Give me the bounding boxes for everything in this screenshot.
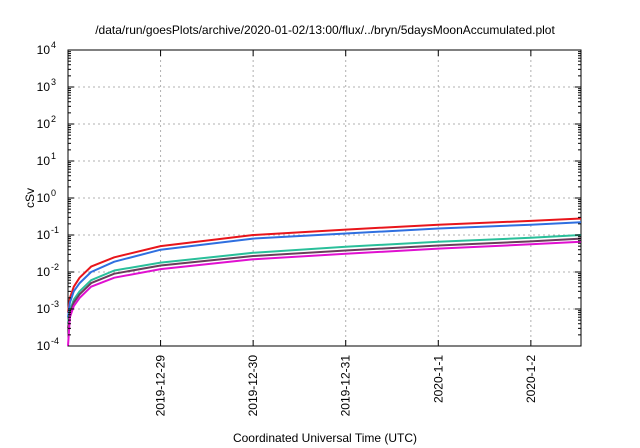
y-tick-label-base: 10 — [37, 117, 51, 131]
chart-title: /data/run/goesPlots/archive/2020-01-02/1… — [95, 23, 555, 37]
y-tick-label: 10 — [37, 265, 51, 279]
y-tick-label-exponent: 0 — [51, 188, 56, 198]
y-tick-label-base: 10 — [37, 191, 51, 205]
y-tick-label: 10 — [37, 339, 51, 353]
x-tick-label: 2019-12-30 — [246, 355, 260, 417]
grid — [68, 50, 581, 346]
y-tick-label-exponent: -3 — [51, 299, 59, 309]
y-tick-label-exponent: -4 — [51, 336, 59, 346]
y-tick-label-exponent: 4 — [51, 40, 56, 50]
y-tick-label-exponent: -1 — [51, 225, 59, 235]
x-tick-label: 2019-12-29 — [154, 355, 168, 417]
series-line-3 — [67, 234, 582, 324]
series-line-5 — [67, 240, 582, 347]
y-tick-label-base: 10 — [37, 80, 51, 94]
y-tick-label: 10 — [37, 154, 51, 168]
y-axis-label: cSv — [23, 188, 37, 208]
y-tick-label-base: 10 — [37, 265, 51, 279]
x-tick-label: 2019-12-31 — [339, 355, 353, 417]
series-line-1 — [67, 217, 582, 313]
y-tick-label-exponent: 2 — [51, 114, 56, 124]
y-tick-label: 10 — [37, 80, 51, 94]
y-tick-label: 10 — [37, 191, 51, 205]
y-tick-label: 10 — [37, 117, 51, 131]
y-tick-label-base: 10 — [37, 154, 51, 168]
y-tick-label-exponent: -2 — [51, 262, 59, 272]
x-axis-label: Coordinated Universal Time (UTC) — [233, 431, 417, 445]
x-tick-label: 2020-1-1 — [431, 355, 445, 403]
series-lines — [67, 217, 582, 347]
y-tick-label-base: 10 — [37, 43, 51, 57]
y-tick-label-base: 10 — [37, 228, 51, 242]
y-tick-label: 10 — [37, 43, 51, 57]
y-tick-label-base: 10 — [37, 339, 51, 353]
y-tick-label: 10 — [37, 228, 51, 242]
x-tick-label: 2020-1-2 — [524, 355, 538, 403]
series-line-2 — [67, 221, 582, 318]
y-tick-label-exponent: 3 — [51, 77, 56, 87]
y-tick-label-exponent: 1 — [51, 151, 56, 161]
series-line-4 — [67, 237, 582, 329]
y-tick-label: 10 — [37, 302, 51, 316]
y-tick-label-base: 10 — [37, 302, 51, 316]
